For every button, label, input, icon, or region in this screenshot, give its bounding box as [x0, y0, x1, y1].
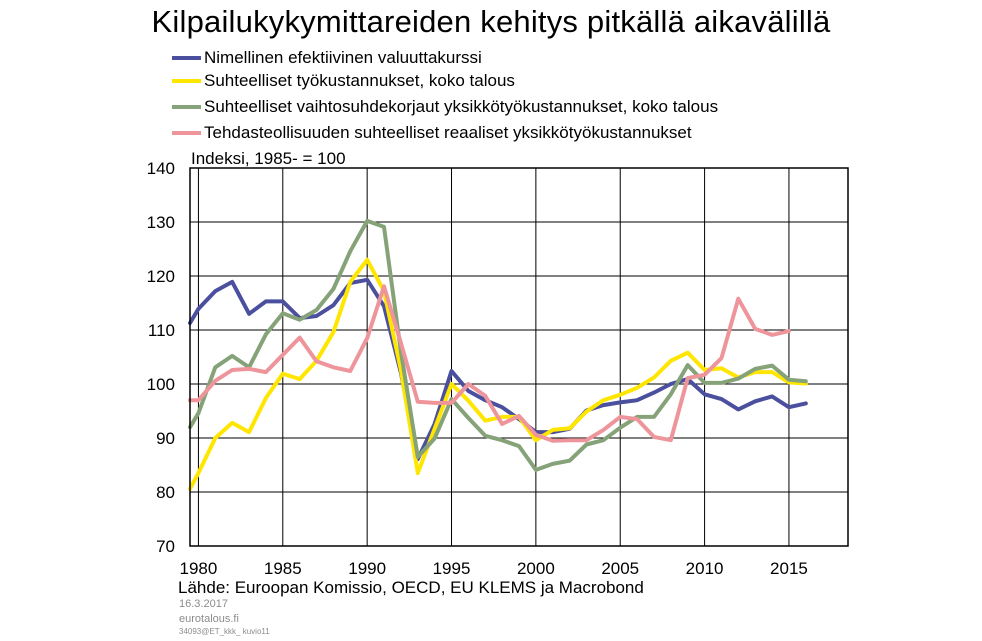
legend-label: Suhteelliset työkustannukset, koko talou… — [204, 71, 515, 90]
source-note: Lähde: Euroopan Komissio, OECD, EU KLEMS… — [178, 578, 644, 597]
legend-swatch — [172, 56, 201, 60]
y-axis-label: Indeksi, 1985- = 100 — [191, 149, 346, 168]
legend-item-terms-of-trade-adjusted-ulc: Suhteelliset vaihtosuhdekorjaut yksikköt… — [172, 94, 718, 120]
series-line-3 — [188, 218, 808, 472]
legend-swatch — [172, 105, 201, 109]
y-tick-label: 120 — [147, 267, 175, 286]
legend-label: Suhteelliset vaihtosuhdekorjaut yksikköt… — [204, 97, 719, 116]
legend-item-relative-labour-costs: Suhteelliset työkustannukset, koko talou… — [172, 68, 515, 94]
x-tick-label: 1985 — [264, 559, 302, 578]
x-tick-label: 1980 — [180, 559, 218, 578]
y-tick-label: 110 — [148, 321, 175, 340]
y-tick-label: 70 — [156, 537, 175, 556]
y-tick-label: 80 — [156, 483, 175, 502]
x-tick-label: 1990 — [348, 559, 386, 578]
legend-label: Nimellinen efektiivinen valuuttakurssi — [204, 48, 482, 67]
legend-item-manufacturing-real-ulc: Tehdasteollisuuden suhteelliset reaalise… — [172, 120, 692, 146]
plot-frame — [189, 167, 849, 547]
gridlines — [190, 168, 848, 546]
y-tick-label: 130 — [147, 213, 175, 232]
x-tick-label: 2000 — [517, 559, 555, 578]
legend-label: Tehdasteollisuuden suhteelliset reaalise… — [204, 123, 692, 142]
x-tick-label: 2015 — [770, 559, 808, 578]
y-axis-ticks: 70 80 90 100 110 120 130 140 — [147, 159, 175, 556]
x-axis-ticks: 1980 1985 1990 1995 2000 2005 2010 2015 — [180, 559, 808, 578]
figure-code: 34093@ET_kkk_ kuvio11 — [179, 627, 270, 636]
legend-swatch — [172, 79, 201, 83]
site-name: eurotalous.fi — [179, 613, 239, 625]
x-tick-label: 1995 — [433, 559, 471, 578]
legend-swatch — [172, 131, 201, 135]
series-line-1 — [188, 277, 808, 462]
chart-title: Kilpailukykymittareiden kehitys pitkällä… — [151, 4, 831, 39]
x-tick-label: 2010 — [686, 559, 724, 578]
y-tick-label: 100 — [147, 375, 175, 394]
legend-item-nominal-exchange-rate: Nimellinen efektiivinen valuuttakurssi — [172, 45, 482, 71]
publication-date: 16.3.2017 — [179, 598, 228, 610]
y-tick-label: 140 — [147, 159, 175, 178]
series-line-4 — [188, 284, 791, 443]
series-lines — [188, 218, 808, 491]
series-line-2 — [188, 257, 808, 491]
y-tick-label: 90 — [156, 429, 175, 448]
x-tick-label: 2005 — [601, 559, 639, 578]
